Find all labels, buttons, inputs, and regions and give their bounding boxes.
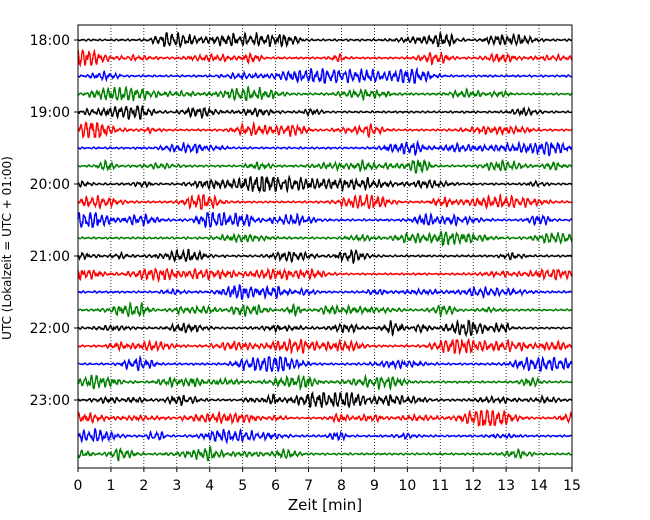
trace-7 [77, 158, 573, 175]
x-tick-label-4: 4 [205, 478, 214, 494]
x-tick-label-7: 7 [304, 478, 313, 494]
x-tick-label-1: 1 [106, 478, 115, 494]
trace-23 [77, 446, 573, 462]
x-tick-label-5: 5 [238, 478, 247, 494]
trace-5 [77, 120, 573, 139]
trace-13 [77, 267, 573, 284]
y-tick-label-2: 20:00 [30, 177, 70, 193]
trace-11 [77, 230, 573, 248]
x-tick-label-9: 9 [370, 478, 379, 494]
trace-15 [77, 301, 573, 319]
x-tick-label-2: 2 [139, 478, 148, 494]
plot-frame [77, 24, 573, 469]
y-tick-label-4: 22:00 [30, 321, 70, 337]
trace-18 [77, 354, 573, 372]
trace-21 [77, 408, 573, 428]
trace-10 [77, 212, 573, 229]
trace-8 [77, 174, 573, 194]
trace-14 [77, 284, 573, 301]
x-tick-label-12: 12 [464, 478, 482, 494]
x-tick-label-6: 6 [271, 478, 280, 494]
x-tick-label-14: 14 [530, 478, 548, 494]
x-axis-label: Zeit [min] [288, 496, 362, 514]
x-tick-label-0: 0 [74, 478, 83, 494]
x-tick-label-11: 11 [431, 478, 449, 494]
trace-4 [77, 105, 573, 120]
trace-0 [77, 31, 573, 49]
trace-9 [77, 193, 573, 211]
trace-12 [77, 248, 573, 265]
trace-20 [77, 390, 573, 409]
x-tick-label-15: 15 [563, 478, 581, 494]
x-tick-label-10: 10 [398, 478, 416, 494]
trace-3 [77, 85, 573, 102]
y-tick-label-5: 23:00 [30, 393, 70, 409]
x-axis: 0 1 2 3 4 5 6 7 8 9 10 11 12 13 14 15 [74, 468, 581, 494]
trace-17 [77, 337, 573, 356]
y-axis-label: UTC (Lokalzeit = UTC + 01:00) [0, 156, 14, 340]
x-tick-label-8: 8 [337, 478, 346, 494]
trace-22 [77, 427, 573, 445]
trace-1 [77, 48, 573, 68]
y-axis: 18:00 19:00 20:00 21:00 22:00 23:00 [30, 33, 78, 409]
y-tick-label-3: 21:00 [30, 249, 70, 265]
x-tick-label-3: 3 [172, 478, 181, 494]
trace-6 [77, 139, 573, 157]
y-tick-label-0: 18:00 [30, 33, 70, 49]
x-tick-label-13: 13 [497, 478, 515, 494]
trace-16 [77, 318, 573, 338]
trace-19 [77, 373, 573, 392]
trace-2 [77, 66, 573, 85]
y-tick-label-1: 19:00 [30, 105, 70, 121]
traces [77, 31, 573, 462]
